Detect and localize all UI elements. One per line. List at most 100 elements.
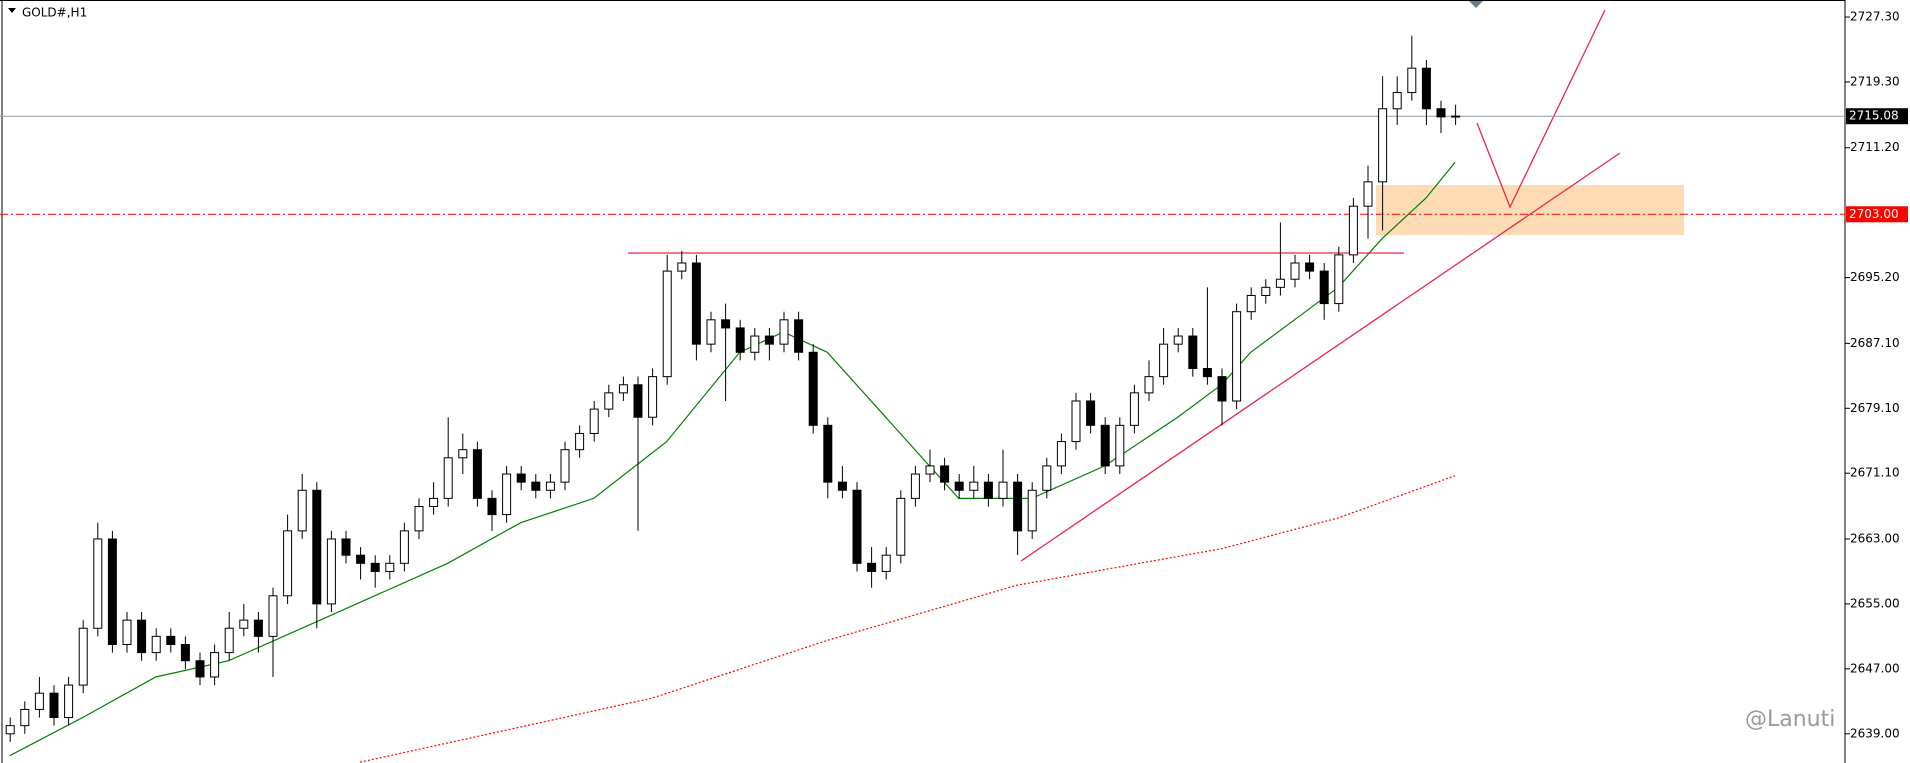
candle-body [137,619,147,654]
candle-body [253,619,263,637]
candle-body [1027,489,1037,532]
candle-body [545,481,555,491]
candle-body [1290,262,1300,280]
candle-body [166,635,176,645]
candle-body [1217,376,1227,402]
candle-body [195,660,205,678]
y-tick-label: 2687.10 [1850,336,1900,350]
candle-body [1421,67,1431,110]
candle-body [1305,262,1315,272]
candle-body [443,457,453,499]
candle-body [998,481,1008,499]
candle-body [1436,108,1446,118]
candle-body [1042,465,1052,491]
candle-body [589,408,599,434]
candle-body [64,684,74,719]
candle-body [326,538,336,605]
candle-body [1319,270,1329,305]
candle-body [750,335,760,353]
candle-body [925,465,935,475]
candle-body [268,595,278,637]
candle-body [1392,92,1402,110]
candle-body [20,708,30,727]
candle-body [93,538,103,629]
candle-body [983,481,993,499]
shift-marker [1469,1,1483,8]
candle-body [618,384,628,394]
candle-body [779,319,789,345]
y-tick-label: 2647.00 [1850,661,1900,675]
candle-body [78,627,88,686]
candle-body [107,538,117,645]
candle-body [429,497,439,508]
candle-body [297,489,307,532]
candle-body [49,692,59,719]
marked-level-box [1846,206,1908,223]
candle-body [1056,441,1066,467]
y-tick-label: 2655.00 [1850,596,1900,610]
candle-body [867,562,877,572]
candle-body [1334,254,1344,305]
candle-body [677,262,687,272]
current-price-label: 2715.08 [1849,109,1899,123]
candle-body [516,473,526,483]
candle-body [1378,108,1388,183]
menu-triangle[interactable] [8,8,16,13]
candle-body [823,424,833,483]
projection-arrow [1476,9,1606,209]
candle-body [881,554,891,572]
candle-body [1144,376,1154,394]
candle-body [399,530,409,564]
candle-body [1115,424,1125,467]
candle-body [312,489,322,605]
candle-body [5,725,15,735]
candle-body [721,319,731,329]
candle-body [735,327,745,353]
candle-body [764,335,774,345]
candle-body [1100,424,1110,467]
candle-body [385,562,395,572]
candle-body [940,465,950,483]
candle-body [1246,294,1256,313]
candle-body [1159,343,1169,378]
candle-body [180,643,190,662]
candle-body [1013,481,1023,532]
candle-body [837,481,847,491]
candle-body [1261,286,1271,296]
candle-body [151,635,161,654]
candle-body [1188,335,1198,370]
candle-body [122,619,132,645]
y-tick-label: 2695.20 [1850,270,1900,284]
y-tick-label: 2663.00 [1850,531,1900,545]
candle-body [1348,205,1358,256]
candle-body [458,449,468,459]
candle-body [210,652,220,678]
candle-body [691,262,701,345]
candle-body [954,481,964,491]
watermark: @Lanuti [1745,707,1835,732]
candle-body [1363,181,1373,207]
candle-body [662,270,672,378]
demand-zone [1376,185,1684,235]
candle-body [1086,400,1096,426]
candle-body [1071,400,1081,443]
y-tick-label: 2719.30 [1850,74,1900,88]
candle-body [1173,335,1183,345]
candle-body [1232,311,1242,402]
candle-body [808,351,818,426]
candle-body [239,619,249,629]
chart-title: GOLD#,H1 [22,6,87,20]
candle-body [472,449,482,499]
candle-body [487,497,497,516]
candle-body [34,692,44,710]
candle-body [341,538,351,556]
trend-line [1020,152,1621,562]
candle-body [560,449,570,483]
ma-fast-line [9,161,1456,757]
candle-body [502,473,512,516]
y-tick-label: 2679.10 [1850,401,1900,415]
candle-body [356,554,366,564]
candle-body [370,562,380,572]
